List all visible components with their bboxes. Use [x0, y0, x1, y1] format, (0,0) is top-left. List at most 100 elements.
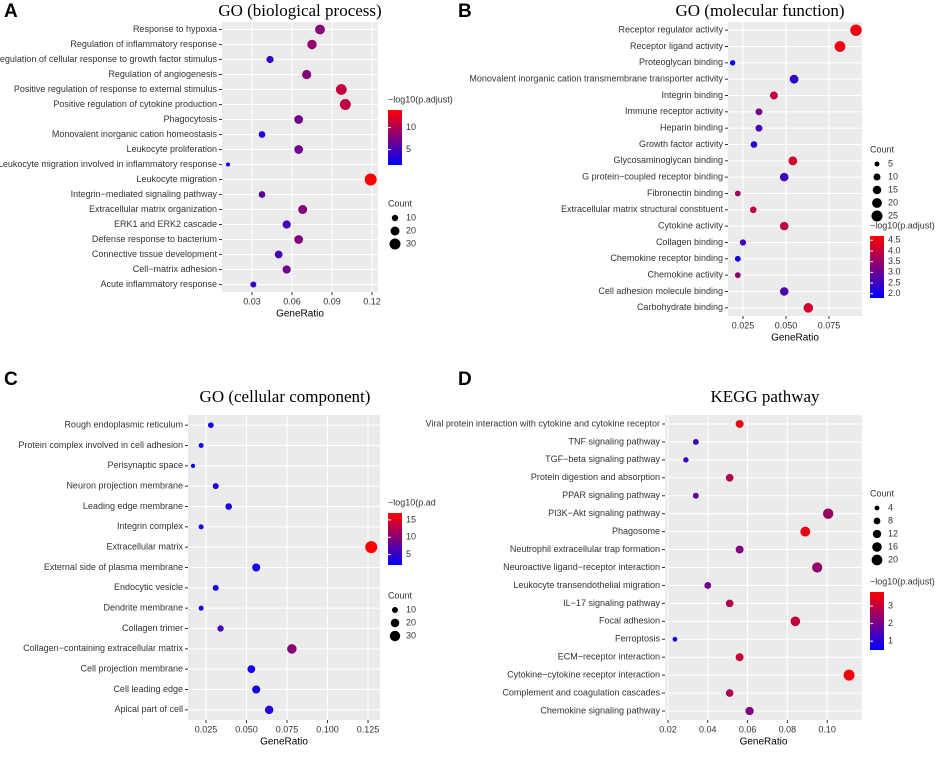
size-legend-label: 20: [406, 225, 416, 235]
dot: [834, 41, 846, 52]
y-tick-label: Complement and coagulation cascades: [502, 687, 660, 697]
dot: [294, 115, 304, 124]
y-tick-label: Chemokine receptor binding: [610, 253, 723, 263]
y-tick-label: Regulation of cellular response to growt…: [0, 54, 217, 64]
dot: [298, 205, 308, 214]
size-legend-label: 5: [888, 158, 893, 168]
y-tick-label: Endocytic vesicle: [114, 582, 183, 592]
size-legend-label: 20: [888, 197, 898, 207]
size-legend-dot: [874, 505, 880, 511]
size-legend-dot: [872, 198, 882, 208]
y-tick-label: Protein digestion and absorption: [531, 472, 660, 482]
chart-title: GO (molecular function): [676, 1, 845, 20]
size-legend-label: 10: [406, 604, 416, 614]
dot: [725, 599, 734, 608]
x-tick-label: 0.025: [732, 320, 755, 330]
y-tick-label: Perisynaptic space: [107, 460, 183, 470]
colorbar-tick-label: 2: [888, 618, 893, 628]
size-legend-dot: [873, 517, 881, 525]
dot: [247, 665, 256, 674]
size-legend-dot: [872, 529, 882, 539]
colorbar-tick-label: 15: [406, 514, 416, 524]
y-tick-label: Ferroptosis: [615, 634, 661, 644]
y-tick-label: Cytokine−cytokine receptor interaction: [507, 670, 660, 680]
y-tick-label: ERK1 and ERK2 cascade: [114, 219, 217, 229]
dot: [779, 172, 789, 182]
x-tick-label: 0.04: [699, 724, 717, 734]
x-tick-label: 0.10: [818, 724, 836, 734]
size-legend-dot: [872, 542, 882, 552]
dot: [294, 235, 304, 244]
size-legend-dot: [389, 630, 401, 642]
y-tick-label: Cell leading edge: [113, 684, 183, 694]
dot: [734, 255, 741, 262]
y-tick-label: Defense response to bacterium: [92, 234, 217, 244]
dot: [779, 287, 789, 296]
y-tick-label: External side of plasma membrane: [44, 562, 183, 572]
y-tick-label: Monovalent inorganic cation homeostasis: [52, 129, 218, 139]
dot: [198, 605, 204, 611]
dot: [250, 281, 257, 288]
chart-title: KEGG pathway: [710, 387, 820, 406]
y-tick-label: Leukocyte migration involved in inflamma…: [0, 159, 217, 169]
y-tick-label: Positive regulation of cytokine producti…: [53, 99, 217, 109]
y-tick-label: Cytokine activity: [658, 221, 724, 231]
y-tick-label: Regulation of angiogenesis: [108, 69, 217, 79]
colorbar: [388, 513, 402, 565]
y-tick-label: Collagen trimer: [122, 623, 183, 633]
x-axis-label: GeneRatio: [740, 737, 788, 748]
y-tick-label: Growth factor activity: [639, 139, 724, 149]
size-legend-label: 4: [888, 502, 893, 512]
y-tick-label: Neuron projection membrane: [66, 481, 183, 491]
x-tick-label: 0.06: [283, 296, 301, 306]
y-tick-label: Chemokine signaling pathway: [540, 705, 660, 715]
panel-label: C: [4, 369, 18, 390]
y-tick-label: Phagosome: [612, 526, 660, 536]
size-legend-label: 8: [888, 515, 893, 525]
dot: [790, 616, 801, 627]
y-tick-label: Protein complex involved in cell adhesio…: [18, 440, 183, 450]
color-legend-title: −log10(p.adjust): [388, 94, 453, 104]
y-tick-label: G protein−coupled receptor binding: [582, 172, 723, 182]
y-tick-label: Acute inflammatory response: [100, 279, 217, 289]
size-legend-dot: [390, 226, 400, 236]
dot: [302, 69, 312, 80]
color-legend-title: −log10(p.adjust): [870, 220, 935, 230]
y-tick-label: Leukocyte migration: [136, 174, 217, 184]
dot: [850, 24, 862, 36]
dot: [287, 644, 297, 654]
dot: [258, 191, 266, 198]
panel-label: A: [4, 1, 18, 22]
y-tick-label: Phagocytosis: [163, 114, 217, 124]
size-legend-title: Count: [388, 198, 413, 208]
dot: [315, 24, 325, 35]
x-axis-label: GeneRatio: [276, 309, 324, 320]
dot: [812, 562, 823, 573]
y-tick-label: PPAR signaling pathway: [562, 490, 660, 500]
colorbar-tick-label: 3.5: [888, 256, 901, 266]
size-legend-dot: [872, 185, 882, 195]
dot: [683, 457, 689, 463]
dot: [789, 74, 799, 84]
x-tick-label: 0.06: [739, 724, 757, 734]
x-tick-label: 0.075: [276, 724, 299, 734]
size-legend-dot: [871, 554, 883, 566]
size-legend-label: 16: [888, 541, 898, 551]
colorbar-tick-label: 10: [406, 122, 416, 132]
y-tick-label: Extracellular matrix: [106, 542, 183, 552]
chart-title: GO (cellular component): [200, 387, 371, 406]
size-legend-title: Count: [388, 590, 413, 600]
dot: [226, 162, 230, 167]
size-legend-dot: [873, 173, 881, 181]
x-tick-label: 0.100: [316, 724, 339, 734]
y-tick-label: ECM−receptor interaction: [558, 652, 660, 662]
colorbar-tick-label: 4.0: [888, 245, 901, 255]
dot: [843, 669, 855, 681]
panel-label: D: [458, 369, 472, 390]
dot: [252, 563, 261, 572]
y-tick-label: TGF−beta signaling pathway: [545, 454, 660, 464]
dot: [264, 705, 274, 715]
dot: [339, 99, 351, 110]
x-tick-label: 0.025: [195, 724, 218, 734]
colorbar: [870, 236, 884, 298]
